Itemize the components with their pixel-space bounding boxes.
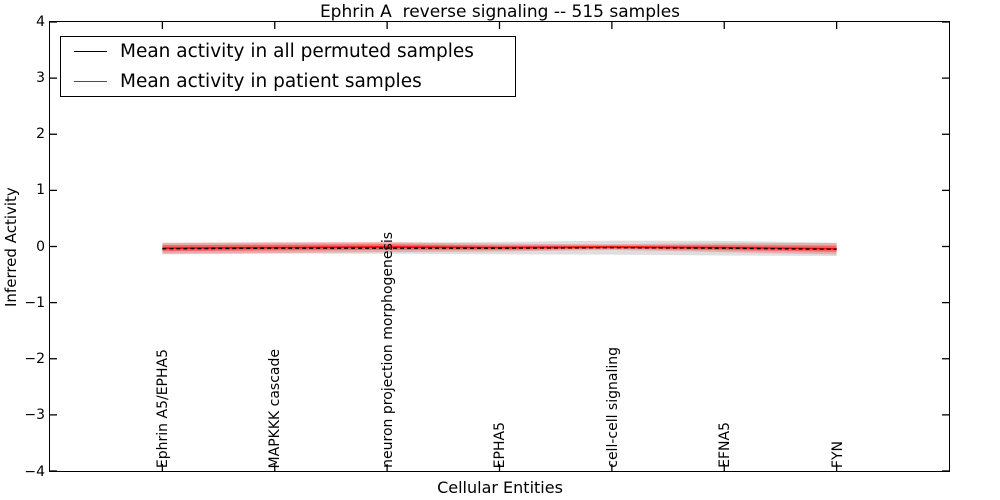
x-tick-label: MAPKKK cascade [267,348,283,468]
x-axis-label: Cellular Entities [437,478,563,497]
y-tick-label: 3 [36,70,45,86]
y-tick-label: 4 [36,14,45,30]
y-tick-label: 0 [36,239,45,255]
chart-title: Ephrin A reverse signaling -- 515 sample… [319,2,681,22]
x-tick-label: neuron projection morphogenesis [380,232,396,468]
legend-label: Mean activity in patient samples [120,71,422,92]
legend-item: Mean activity in patient samples [74,69,515,95]
y-tick-label: 2 [36,126,45,142]
y-tick-label: −4 [24,464,45,480]
permuted-mean-line [162,246,837,251]
y-tick-label: 1 [36,182,45,198]
legend-item: Mean activity in all permuted samples [74,39,515,65]
legend-label: Mean activity in all permuted samples [120,41,474,62]
y-tick-label: −2 [24,351,45,367]
x-tick-label: EPHA5 [492,421,508,468]
legend-line-black-icon [74,51,107,52]
legend: Mean activity in all permuted samples Me… [60,36,516,97]
y-tick-label: −3 [24,407,45,423]
legend-line-red-icon [74,81,107,82]
x-tick-label: FYN [830,440,846,468]
y-tick-label: −1 [24,295,45,311]
x-tick-label: EFNA5 [717,422,733,468]
x-tick-label: cell-cell signaling [605,347,621,468]
plot-canvas [50,22,949,471]
x-tick-label: Ephrin A5/EPHA5 [155,348,171,468]
